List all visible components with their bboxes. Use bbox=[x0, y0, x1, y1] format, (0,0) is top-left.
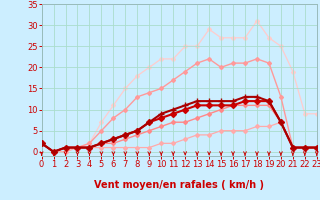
X-axis label: Vent moyen/en rafales ( km/h ): Vent moyen/en rafales ( km/h ) bbox=[94, 180, 264, 190]
